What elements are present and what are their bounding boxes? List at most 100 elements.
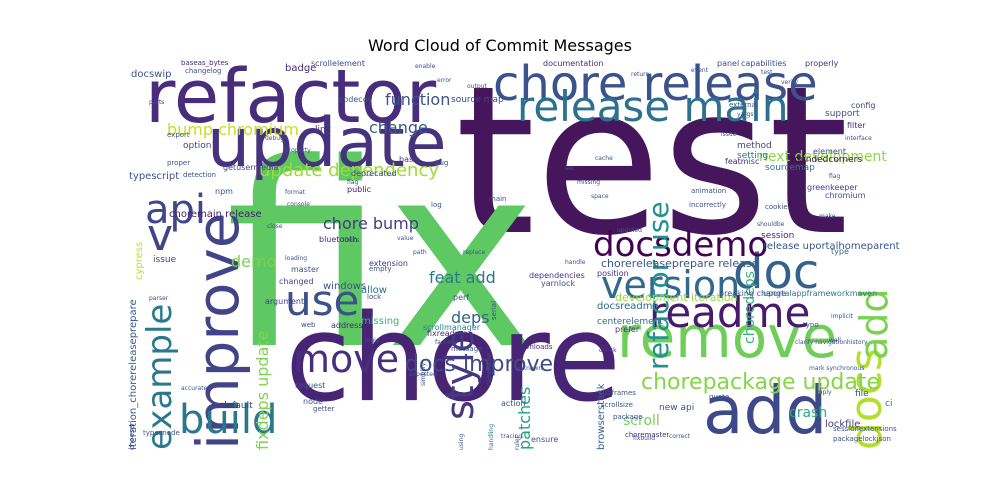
cloud-word: check: [599, 347, 617, 354]
cloud-word: sessionextensions: [833, 425, 897, 433]
cloud-word: panel: [717, 60, 740, 68]
cloud-word: external: [729, 101, 758, 109]
cloud-word: deprecated: [351, 169, 397, 178]
cloud-word: space: [591, 193, 609, 200]
cloud-word: set: [565, 165, 575, 172]
cloud-word: update dependency: [259, 160, 440, 181]
cloud-word: chorereleaseprepare release: [601, 257, 759, 270]
cloud-word: console: [287, 201, 310, 208]
cloud-word: parser: [149, 295, 169, 302]
cloud-word: yargs: [737, 111, 754, 118]
cloud-word: missing: [361, 316, 400, 327]
cloud-word: master: [291, 265, 320, 274]
cloud-word: basic: [399, 155, 420, 164]
cloud-word: message: [451, 345, 483, 353]
cloud-word: getusermedia: [223, 163, 279, 172]
cloud-word: imply: [815, 389, 832, 396]
cloud-word: typescript: [129, 171, 180, 182]
cloud-word: mark synchronous: [809, 365, 865, 372]
cloud-word: release uportalhomeparent: [763, 241, 900, 252]
cloud-word: use: [285, 276, 360, 325]
cloud-word: perf: [453, 293, 470, 302]
cloud-word: breaking change: [719, 289, 787, 298]
cloud-word: function: [385, 90, 451, 109]
cloud-word: interface: [845, 135, 872, 142]
cloud-word: ci: [885, 399, 893, 409]
cloud-word: filter: [847, 121, 866, 130]
cloud-word: lockfile: [825, 419, 861, 430]
cloud-word: typo: [803, 321, 819, 329]
cloud-word: chromium: [825, 191, 866, 200]
cloud-word: link: [315, 125, 331, 135]
cloud-word: setting: [737, 151, 769, 161]
cloud-word: packagelockjson: [833, 435, 891, 443]
cloud-word: chore: [285, 290, 621, 429]
cloud-word: yarnlock: [541, 279, 576, 288]
cloud-word: centerelement: [597, 317, 663, 327]
cloud-word: fixbuild: [633, 435, 656, 442]
cloud-word: fixdeps update: [253, 330, 272, 451]
cloud-word: allow: [361, 285, 387, 296]
cloud-word: windows: [323, 281, 367, 292]
cloud-word: node: [303, 397, 323, 406]
cloud-word: debug: [265, 135, 284, 142]
cloud-word: incorrectly: [689, 201, 726, 209]
cloud-word: flag: [347, 179, 359, 186]
cloud-word: sourcemap: [765, 163, 815, 173]
cloud-word: getter: [313, 405, 335, 413]
cloud-word: readme: [649, 288, 811, 337]
cloud-word: main: [489, 195, 507, 203]
cloud-word: add: [703, 372, 828, 449]
cloud-word: faccess: [435, 339, 458, 346]
cloud-word: choremaster: [625, 431, 670, 439]
cloud-word: logic: [365, 337, 380, 344]
cloud-word: output: [467, 83, 487, 90]
cloud-word: extension: [369, 259, 408, 268]
cloud-word: flag: [829, 173, 841, 180]
word-cloud: test fix chore refactor chore release update r…: [125, 60, 900, 450]
cloud-word: issue: [153, 255, 177, 265]
cloud-word: dependencies: [529, 271, 585, 280]
cloud-word: development iteration: [615, 291, 738, 304]
cloud-word: replace: [463, 249, 486, 256]
cloud-word: tracing: [501, 433, 523, 440]
cloud-word: correct: [669, 433, 691, 440]
cloud-word: using: [458, 433, 465, 450]
cloud-word: baseas_bytes: [181, 60, 229, 67]
cloud-word: well: [829, 337, 841, 344]
cloud-word: quote: [709, 393, 730, 401]
cloud-word: v: [147, 210, 174, 261]
cloud-word: log: [431, 201, 442, 209]
cloud-word: crash: [789, 405, 828, 421]
cloud-word: version: [601, 263, 741, 307]
cloud-word: type: [831, 247, 849, 256]
cloud-word: doc: [733, 244, 820, 300]
cloud-word: address: [331, 321, 363, 330]
cloud-word: api: [145, 187, 207, 233]
cloud-word: simplify: [420, 362, 427, 386]
cloud-word: feat add: [429, 268, 496, 287]
cloud-word: make: [819, 213, 836, 220]
cloud-word: support: [825, 109, 860, 119]
cloud-word: cache: [595, 155, 613, 162]
cloud-word: lock: [367, 293, 382, 301]
cloud-word: source map: [451, 95, 504, 105]
cloud-word: demo: [231, 252, 277, 271]
cloud-word: roundedcorners: [791, 155, 863, 165]
cloud-word: file: [855, 389, 869, 399]
cloud-word: clarify navigationhistory: [795, 339, 868, 346]
cloud-word: test: [455, 60, 849, 281]
cloud-word: value: [397, 235, 414, 242]
cloud-word: changed: [279, 277, 314, 286]
cloud-word: limits: [343, 237, 360, 244]
cloud-word: release main: [517, 82, 789, 131]
cloud-word: ensure: [531, 435, 559, 444]
cloud-word: completion: [486, 352, 493, 386]
cloud-word: method: [737, 141, 772, 151]
cloud-word: fix: [225, 109, 537, 406]
cloud-word: greenkeeper: [807, 183, 858, 192]
cloud-word: new api: [659, 403, 695, 413]
cloud-word: error: [437, 77, 452, 84]
cloud-word: choredeps: [742, 271, 758, 344]
cloud-word: expected: [409, 371, 437, 378]
